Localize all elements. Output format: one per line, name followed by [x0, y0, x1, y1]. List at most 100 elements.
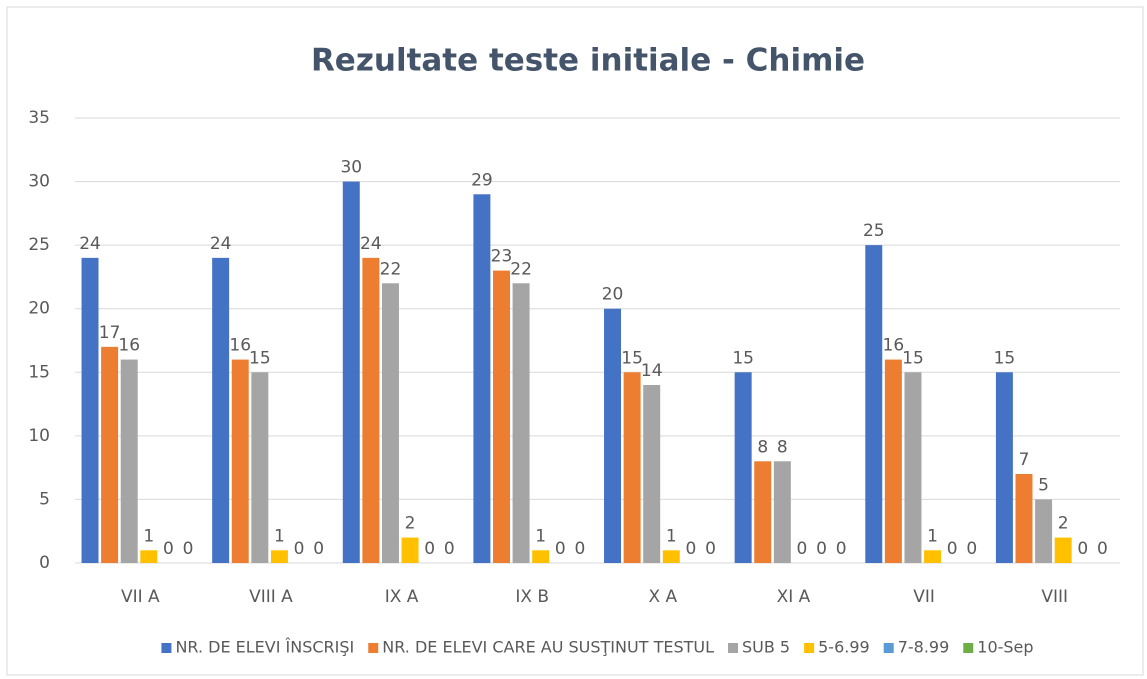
- data-label: 0: [163, 539, 174, 559]
- data-label: 1: [666, 526, 677, 546]
- data-label: 1: [927, 526, 938, 546]
- data-label: 14: [641, 361, 663, 381]
- x-tick-label: VII: [913, 587, 935, 607]
- x-tick-label: XI A: [777, 587, 811, 607]
- data-label: 0: [1097, 539, 1108, 559]
- data-label: 29: [471, 170, 493, 190]
- bar: [101, 346, 119, 563]
- data-label: 0: [947, 539, 958, 559]
- bar: [473, 194, 491, 564]
- data-label: 16: [229, 336, 251, 356]
- legend-swatch: [368, 643, 379, 653]
- data-label: 20: [602, 285, 624, 305]
- data-label: 0: [705, 539, 716, 559]
- x-tick-label: IX A: [385, 587, 419, 607]
- x-tick-label: VIII A: [249, 587, 293, 607]
- data-label: 24: [360, 234, 382, 254]
- data-label: 1: [535, 526, 546, 546]
- bar: [623, 372, 641, 563]
- bar: [734, 372, 752, 563]
- data-label: 0: [313, 539, 324, 559]
- y-tick-label: 0: [39, 553, 50, 573]
- bar: [81, 257, 99, 563]
- bar: [212, 257, 230, 563]
- legend-swatch: [161, 643, 172, 653]
- data-label: 30: [340, 158, 362, 178]
- data-label: 22: [380, 259, 402, 279]
- data-label: 25: [863, 221, 885, 241]
- bar: [904, 372, 922, 563]
- bar: [604, 308, 622, 563]
- legend-label: SUB 5: [742, 638, 790, 657]
- bar: [884, 359, 902, 563]
- bar: [643, 385, 661, 563]
- data-label: 0: [294, 539, 305, 559]
- x-tick-label: X A: [648, 587, 677, 607]
- data-label: 7: [1019, 450, 1030, 470]
- bar: [342, 181, 360, 564]
- data-label: 0: [574, 539, 585, 559]
- bar: [532, 550, 550, 563]
- bar: [1054, 537, 1072, 563]
- data-label: 16: [883, 336, 905, 356]
- data-label: 0: [685, 539, 696, 559]
- data-label: 23: [491, 247, 513, 267]
- bar: [865, 245, 883, 563]
- data-label: 8: [757, 437, 768, 457]
- legend-label: 10-Sep: [977, 638, 1033, 657]
- data-label: 5: [1038, 475, 1049, 495]
- x-tick-label: VIII: [1041, 587, 1068, 607]
- chart-title: Rezultate teste initiale - Chimie: [311, 43, 865, 79]
- data-label: 24: [79, 234, 101, 254]
- bar: [493, 270, 510, 563]
- legend-label: NR. DE ELEVI ÎNSCRIŞI: [175, 638, 354, 657]
- data-label: 0: [424, 539, 435, 559]
- data-label: 0: [1077, 539, 1088, 559]
- data-label: 15: [994, 348, 1016, 368]
- data-label: 15: [249, 348, 271, 368]
- bar: [512, 283, 530, 563]
- data-label: 15: [621, 348, 643, 368]
- data-label: 1: [143, 526, 154, 546]
- data-label: 0: [966, 539, 977, 559]
- bar: [251, 372, 269, 563]
- data-label: 0: [836, 539, 847, 559]
- data-label: 16: [118, 336, 140, 356]
- legend-swatch: [963, 643, 974, 653]
- bar: [140, 550, 158, 563]
- y-tick-label: 20: [28, 299, 50, 319]
- data-label: 0: [444, 539, 455, 559]
- legend-swatch: [883, 643, 894, 653]
- y-tick-label: 10: [28, 426, 50, 446]
- data-label: 15: [902, 348, 924, 368]
- data-label: 0: [555, 539, 566, 559]
- x-tick-label: VII A: [121, 587, 160, 607]
- bar: [270, 550, 288, 563]
- bar: [662, 550, 680, 563]
- x-tick-label: IX B: [515, 587, 549, 607]
- bar: [995, 372, 1013, 563]
- data-label: 22: [510, 259, 532, 279]
- data-label: 2: [405, 514, 416, 534]
- data-label: 8: [777, 437, 788, 457]
- data-label: 1: [274, 526, 285, 546]
- chart-border: [6, 6, 1144, 676]
- y-tick-label: 30: [28, 172, 50, 192]
- data-label: 15: [732, 348, 754, 368]
- data-label: 24: [210, 234, 232, 254]
- bar: [120, 359, 138, 563]
- bar: [401, 537, 419, 563]
- bar: [231, 359, 249, 563]
- data-label: 2: [1058, 514, 1069, 534]
- bar: [362, 257, 380, 563]
- legend-label: 5-6.99: [818, 638, 870, 657]
- legend-swatch: [728, 643, 738, 653]
- bar: [1035, 499, 1053, 563]
- y-tick-label: 35: [28, 108, 50, 128]
- bar: [1015, 474, 1033, 563]
- data-label: 0: [797, 539, 808, 559]
- y-tick-label: 15: [28, 362, 50, 382]
- y-tick-label: 5: [39, 489, 50, 509]
- bar: [924, 550, 942, 563]
